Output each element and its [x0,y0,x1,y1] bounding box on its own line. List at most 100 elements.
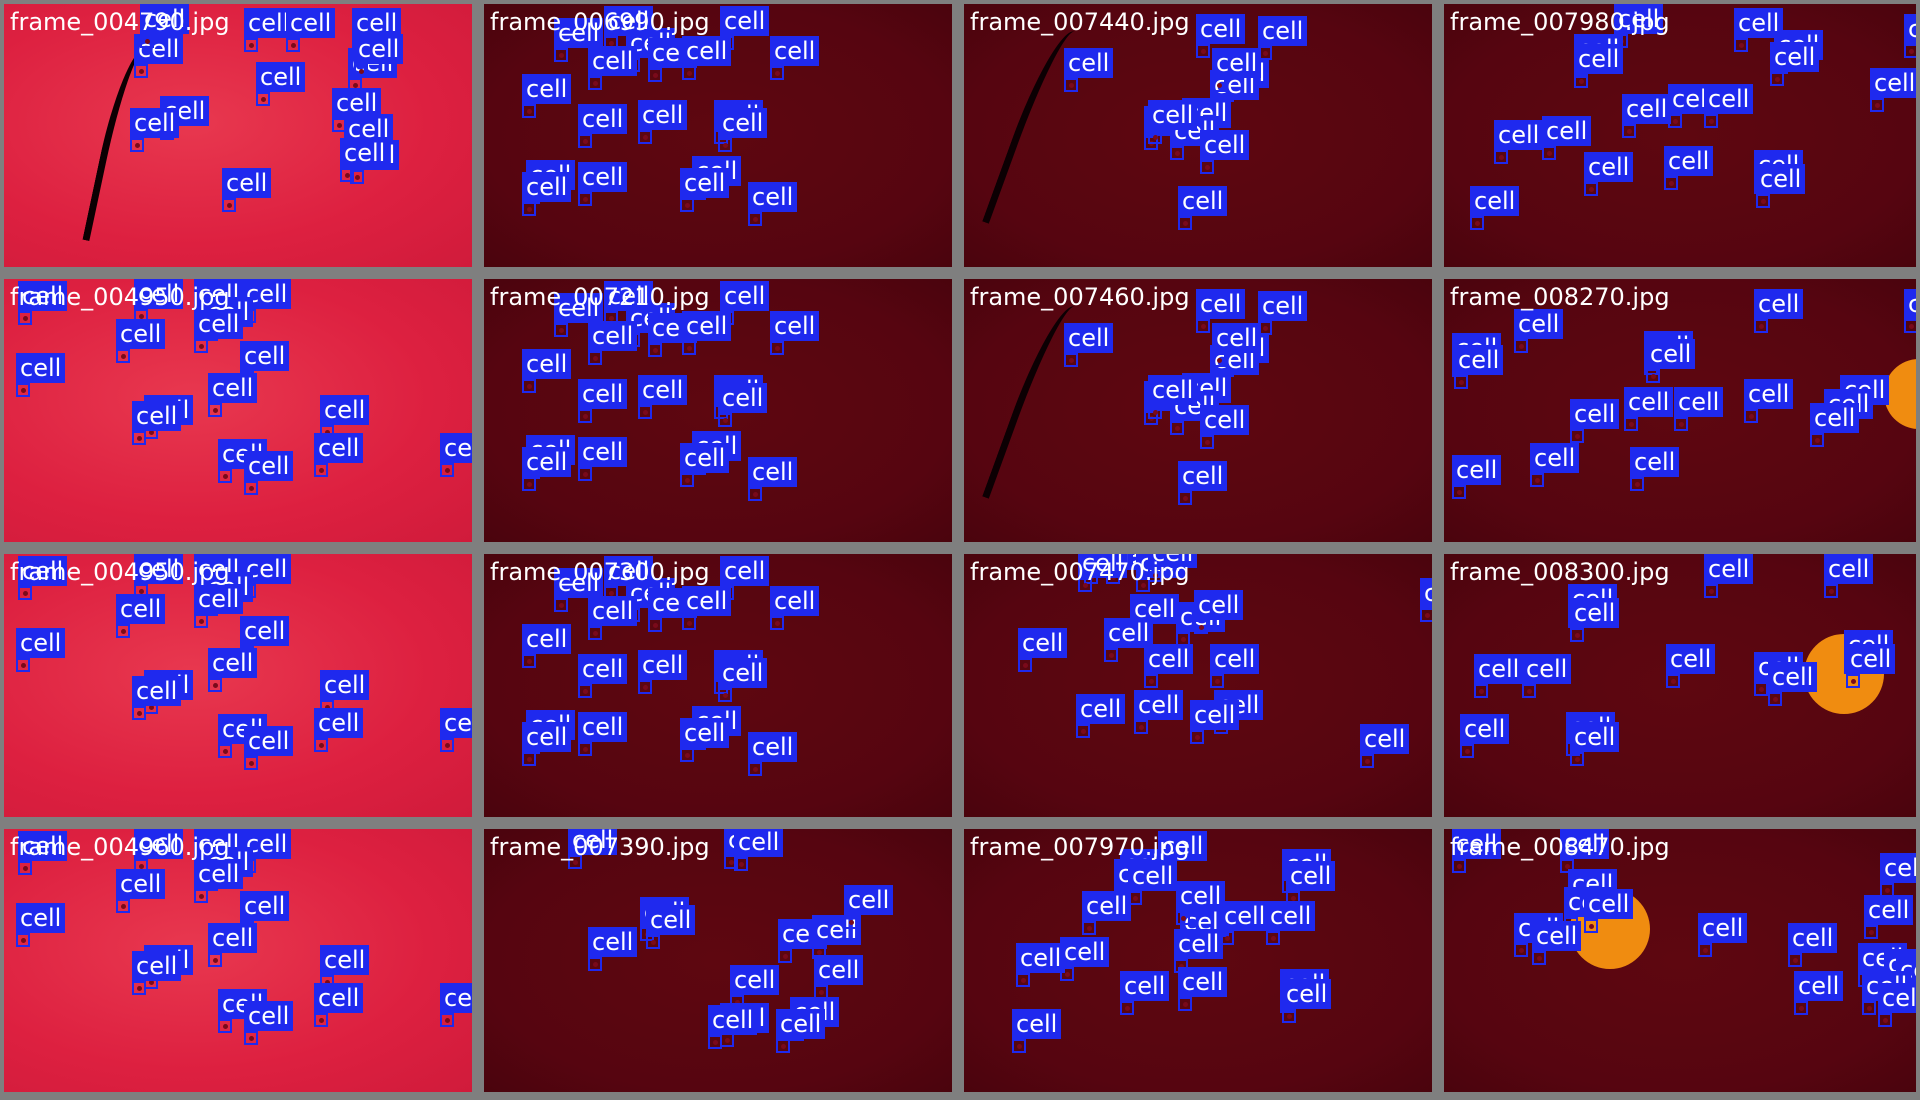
cell-body [593,356,598,361]
cell-body [1217,83,1222,88]
bounding-box [1904,319,1916,333]
detection-label: cell [1570,399,1620,429]
cell-body [685,753,690,758]
cell-body [1181,637,1186,642]
cell-body [1457,490,1462,495]
detection-label: cell [286,8,336,38]
detection-label: cell [522,722,572,752]
detection-label: cell [244,8,294,38]
bounding-box [770,341,784,355]
detection-label: cell [554,293,604,323]
cell-body [527,659,532,664]
detection-label: cell [208,373,258,403]
detection-label: cell [578,712,628,742]
cell-body [1225,936,1230,941]
detection-label: cell [682,36,732,66]
bounding-box [116,899,130,913]
detection-label: cell [1624,387,1674,417]
bounding-box [554,323,568,337]
detection-label: cell [1810,403,1860,433]
detection-label: cell [140,4,190,34]
frame-filename: frame_007980.jpg [1450,8,1670,36]
cell-body [1149,679,1154,684]
cell-body [687,71,692,76]
bounding-box [638,680,652,694]
detection-label: cell [1200,405,1250,435]
detection-label: cell [680,168,730,198]
bounding-box [588,76,602,90]
bounding-box [1904,44,1916,58]
cell-body [713,1040,718,1045]
cell-body [23,866,28,871]
bounding-box [522,752,536,766]
cell-body [1153,135,1158,140]
cell-body [1069,83,1074,88]
bounding-box [116,624,130,638]
cell-body [1183,221,1188,226]
cell-body [1869,930,1874,935]
detection-label: cell [16,353,66,383]
bounding-box [1664,176,1678,190]
bounding-box [1542,146,1556,160]
cell-body [643,135,648,140]
detection-label: cell [1630,447,1680,477]
cell-body [1709,589,1714,594]
detection-label: cell [1622,94,1672,124]
cell-body [573,860,578,865]
bounding-box [748,762,762,776]
bounding-box [1144,674,1158,688]
bounding-box [1282,1009,1296,1023]
frame-filename: frame_004790.jpg [10,8,230,36]
cell-body [1575,633,1580,638]
bounding-box [1196,44,1210,58]
cell-body [1175,151,1180,156]
cell-body [1271,936,1276,941]
cell-body [21,663,26,668]
cell-body [1673,119,1678,124]
cell-body [261,97,266,102]
detection-label: cell [1148,554,1198,568]
bounding-box [244,1031,258,1045]
bounding-box [1212,353,1226,367]
bounding-box [1064,78,1078,92]
bounding-box [648,343,662,357]
detection-label: cell [1530,443,1580,473]
bounding-box [440,1013,454,1027]
bounding-box [440,463,454,477]
cell-body [687,346,692,351]
bounding-box [1136,578,1150,592]
detection-label: cell [680,443,730,473]
cell-body [21,938,26,943]
detection-label: cell [1196,289,1246,319]
cell-body [1761,199,1766,204]
cell-body [643,685,648,690]
detection-label: cell [1196,14,1246,44]
detection-label: cell [1012,1009,1062,1039]
frame-filename: frame_006990.jpg [490,8,710,36]
cell-body [725,1038,730,1043]
cell-body [1775,77,1780,82]
cell-body [1851,679,1856,684]
detection-label: cell [1076,694,1126,724]
cell-body [345,173,350,178]
cell-body [1759,687,1764,692]
detection-label: cell [18,556,68,586]
bounding-box [134,64,148,78]
image-tile: frame_007390.jpg cell cell cell cell cell cel… [484,829,952,1092]
detection-label: cell [1082,891,1132,921]
cell-body [753,217,758,222]
cell-body [1181,916,1186,921]
bounding-box [1064,353,1078,367]
detection-label: cell [814,955,864,985]
bounding-box [578,684,592,698]
cell-body [1205,440,1210,445]
detection-label: cell [604,6,654,36]
cell-body [1065,972,1070,977]
image-tile: frame_004790.jpg cell cell cell cell cell cel… [4,4,472,267]
bounding-box [1668,114,1682,128]
detection-label: cell [1846,644,1896,674]
cell-body [1589,924,1594,929]
cell-body [527,757,532,762]
detection-label: cell [588,596,638,626]
detection-label: cell [1078,554,1128,578]
